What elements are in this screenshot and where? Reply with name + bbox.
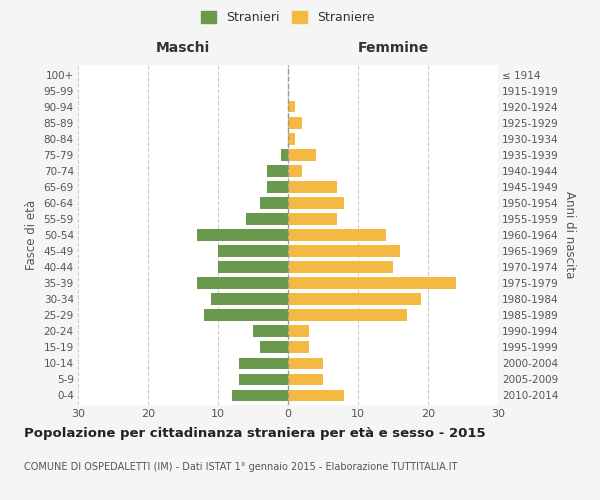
Bar [260, 342, 288, 353]
Text: Popolazione per cittadinanza straniera per età e sesso - 2015: Popolazione per cittadinanza straniera p… [24, 428, 485, 440]
Bar [239, 374, 288, 385]
Bar [288, 262, 393, 273]
Bar [288, 197, 344, 208]
Bar [267, 181, 288, 192]
Bar [288, 278, 456, 289]
Bar [211, 294, 288, 305]
Bar [204, 310, 288, 321]
Bar [288, 181, 337, 192]
Bar [246, 213, 288, 224]
Bar [288, 310, 407, 321]
Bar [260, 197, 288, 208]
Bar [288, 326, 309, 337]
Legend: Stranieri, Straniere: Stranieri, Straniere [196, 6, 380, 29]
Bar [288, 117, 302, 128]
Bar [218, 246, 288, 257]
Bar [288, 294, 421, 305]
Bar [288, 374, 323, 385]
Y-axis label: Fasce di età: Fasce di età [25, 200, 38, 270]
Bar [288, 390, 344, 401]
Text: Maschi: Maschi [156, 41, 210, 55]
Bar [218, 262, 288, 273]
Bar [197, 229, 288, 241]
Bar [288, 342, 309, 353]
Bar [239, 358, 288, 369]
Bar [281, 149, 288, 160]
Bar [288, 101, 295, 112]
Bar [288, 149, 316, 160]
Bar [267, 165, 288, 176]
Bar [197, 278, 288, 289]
Bar [253, 326, 288, 337]
Bar [288, 133, 295, 144]
Bar [232, 390, 288, 401]
Text: Femmine: Femmine [358, 41, 428, 55]
Bar [288, 229, 386, 241]
Bar [288, 165, 302, 176]
Bar [288, 246, 400, 257]
Bar [288, 358, 323, 369]
Bar [288, 213, 337, 224]
Text: COMUNE DI OSPEDALETTI (IM) - Dati ISTAT 1° gennaio 2015 - Elaborazione TUTTITALI: COMUNE DI OSPEDALETTI (IM) - Dati ISTAT … [24, 462, 457, 472]
Y-axis label: Anni di nascita: Anni di nascita [563, 192, 575, 278]
